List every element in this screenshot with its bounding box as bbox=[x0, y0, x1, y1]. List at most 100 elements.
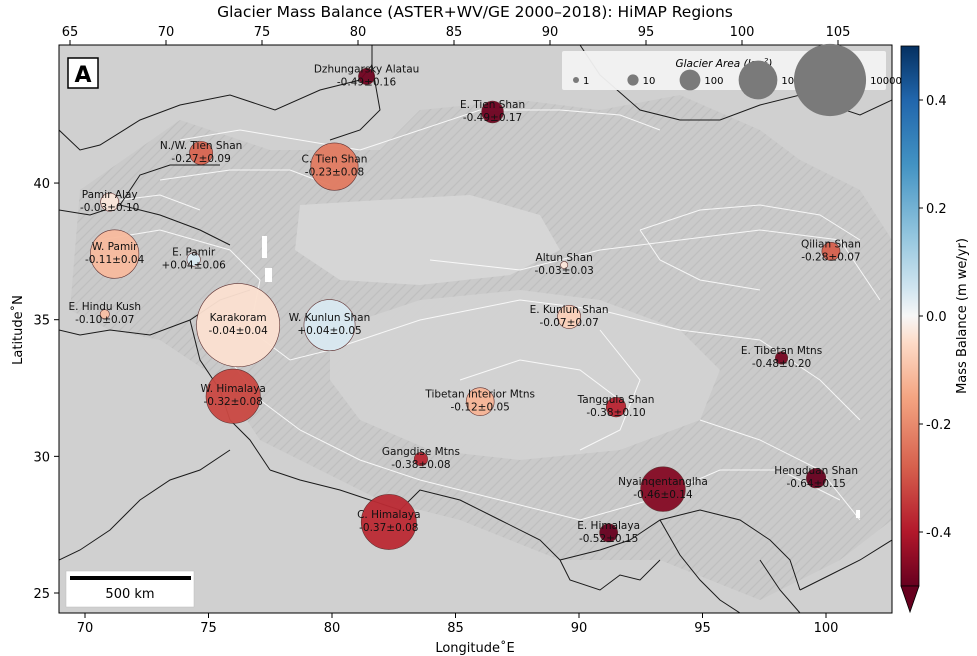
region-name: Hengduan Shan bbox=[774, 465, 858, 477]
region-value: -0.12±0.05 bbox=[451, 402, 510, 414]
region-bubble bbox=[186, 252, 201, 267]
latitude-ticks: 25 30 35 40 bbox=[33, 177, 59, 602]
top-tick-label: 95 bbox=[638, 25, 655, 40]
region-bubble bbox=[821, 242, 841, 261]
region-name: Pamir Alay bbox=[82, 189, 138, 201]
region-value: +0.04±0.05 bbox=[297, 325, 361, 337]
region-bubbles bbox=[90, 68, 841, 550]
region-bubble bbox=[99, 309, 110, 320]
colorbar: 0.4 0.2 0.0 -0.2 -0.4 Mass Balance (m we/yr) bbox=[900, 45, 970, 614]
scale-bar-label: 500 km bbox=[105, 587, 154, 602]
region-bubble bbox=[100, 192, 120, 212]
region-value: -0.38±0.10 bbox=[586, 407, 645, 419]
top-tick-label: 70 bbox=[158, 25, 175, 40]
y-tick-label: 25 bbox=[33, 587, 50, 602]
region-bubble bbox=[481, 100, 504, 124]
region-name: Gangdise Mtns bbox=[382, 446, 460, 458]
size-legend: Glacier Area (km2) 110100100010000 bbox=[562, 43, 902, 117]
top-tick-label: 105 bbox=[826, 25, 851, 40]
x-tick-label: 70 bbox=[77, 621, 94, 636]
top-tick-label: 100 bbox=[730, 25, 755, 40]
tibetan-plateau bbox=[330, 290, 720, 460]
region-name: Nyainqentanglha bbox=[618, 476, 708, 488]
top-tick-label: 65 bbox=[62, 25, 79, 40]
colorbar-label: Mass Balance (m we/yr) bbox=[955, 238, 970, 394]
map-frame bbox=[58, 44, 893, 614]
region-name: Karakoram bbox=[210, 312, 267, 324]
region-bubble bbox=[360, 494, 417, 550]
y-tick-label: 30 bbox=[33, 450, 50, 465]
region-outlines bbox=[99, 109, 881, 521]
region-value: -0.64±0.15 bbox=[786, 478, 845, 490]
map-basemap bbox=[59, 45, 892, 613]
x-tick-label: 95 bbox=[694, 621, 711, 636]
region-name: E. Himalaya bbox=[577, 520, 640, 532]
region-value: -0.04±0.04 bbox=[208, 325, 268, 337]
region-value: -0.28±0.07 bbox=[801, 251, 860, 263]
region-value: -0.48±0.20 bbox=[752, 358, 811, 370]
region-bubble bbox=[465, 387, 495, 416]
x-tick-label: 80 bbox=[324, 621, 341, 636]
region-name: E. Tien Shan bbox=[460, 99, 525, 111]
region-bubble bbox=[605, 397, 627, 418]
region-bubble bbox=[189, 141, 213, 165]
size-legend-label: 100 bbox=[704, 76, 723, 87]
region-bubble bbox=[557, 305, 582, 329]
region-name: Tanggula Shan bbox=[577, 394, 655, 406]
region-bubble bbox=[205, 368, 261, 424]
region-bubble bbox=[358, 68, 376, 85]
size-legend-marker bbox=[679, 69, 701, 91]
region-bubble bbox=[196, 283, 281, 368]
region-value: -0.46±0.14 bbox=[633, 489, 693, 501]
region-bubble bbox=[310, 142, 359, 191]
x-tick-label: 100 bbox=[814, 621, 839, 636]
y-axis-label: Latitude˚N bbox=[10, 295, 26, 365]
region-value: -0.38±0.08 bbox=[391, 459, 450, 471]
tarim-basin bbox=[295, 195, 560, 285]
bottom-longitude-ticks: 70 75 80 85 90 95 100 bbox=[77, 613, 839, 636]
size-legend-label: 10 bbox=[643, 76, 656, 87]
figure-title: Glacier Mass Balance (ASTER+WV/GE 2000–2… bbox=[217, 3, 733, 21]
region-name: E. Kunlun Shan bbox=[530, 304, 609, 316]
region-bubble bbox=[560, 261, 569, 269]
region-labels: Dzhungarsky Alatau-0.49±0.16 E. Tien Shan… bbox=[68, 63, 860, 544]
region-bubble bbox=[303, 299, 356, 352]
y-tick-label: 40 bbox=[33, 177, 50, 192]
size-legend-marker bbox=[573, 77, 579, 83]
size-legend-marker bbox=[738, 60, 778, 100]
region-name: W. Himalaya bbox=[201, 383, 266, 395]
region-name: E. Tibetan Mtns bbox=[741, 345, 822, 357]
colorbar-tick-label: -0.4 bbox=[926, 526, 951, 541]
colorbar-tick-label: 0.0 bbox=[926, 310, 947, 325]
size-legend-marker bbox=[793, 43, 867, 117]
top-tick-label: 75 bbox=[254, 25, 271, 40]
x-tick-label: 85 bbox=[447, 621, 464, 636]
panel-letter: A bbox=[74, 63, 91, 88]
colorbar-tick-label: 0.4 bbox=[926, 94, 947, 109]
region-value: -0.11±0.04 bbox=[85, 254, 145, 266]
region-value: -0.03±0.10 bbox=[80, 202, 139, 214]
panel-letter-box bbox=[67, 57, 99, 89]
region-value: -0.10±0.07 bbox=[75, 314, 134, 326]
region-bubble bbox=[413, 452, 428, 467]
region-value: -0.49±0.17 bbox=[463, 112, 522, 124]
region-value: +0.04±0.06 bbox=[162, 260, 227, 272]
region-name: Dzhungarsky Alatau bbox=[314, 63, 419, 75]
size-legend-label: 1 bbox=[583, 76, 589, 87]
region-value: -0.37±0.08 bbox=[359, 522, 418, 534]
region-name: E. Pamir bbox=[172, 247, 216, 259]
region-name: W. Kunlun Shan bbox=[289, 312, 371, 324]
region-bubble bbox=[775, 351, 789, 365]
region-value: -0.32±0.08 bbox=[204, 396, 263, 408]
region-value: -0.27±0.09 bbox=[171, 153, 230, 165]
region-name: N./W. Tien Shan bbox=[160, 140, 242, 152]
colorbar-tick-label: -0.2 bbox=[926, 418, 951, 433]
region-value: -0.23±0.08 bbox=[305, 167, 364, 179]
lakes bbox=[262, 236, 860, 518]
top-tick-label: 90 bbox=[542, 25, 559, 40]
region-name: E. Hindu Kush bbox=[68, 301, 141, 313]
y-tick-label: 35 bbox=[33, 314, 50, 329]
region-name: Tibetan Interior Mtns bbox=[424, 389, 535, 401]
scale-bar: 500 km bbox=[65, 570, 195, 608]
